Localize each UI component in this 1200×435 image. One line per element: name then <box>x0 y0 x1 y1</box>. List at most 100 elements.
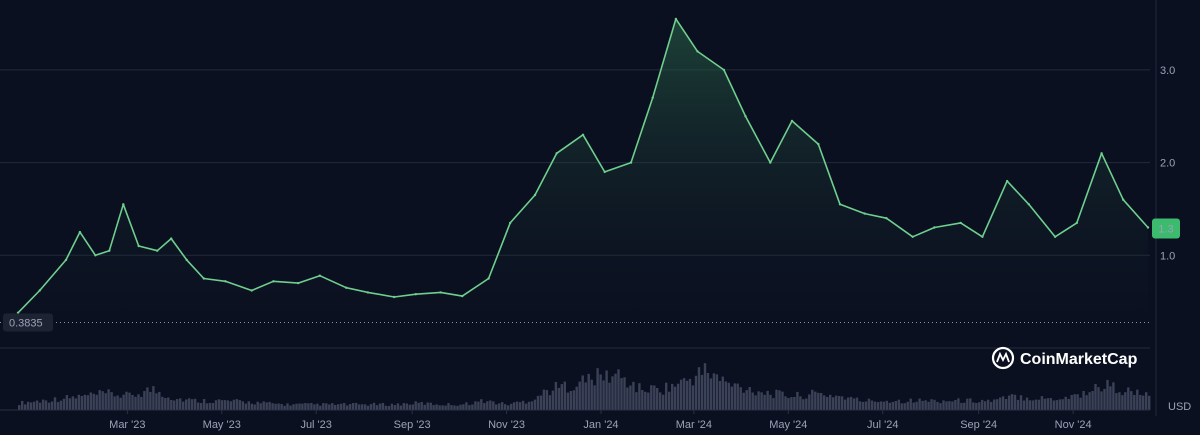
volume-bar <box>1013 394 1017 410</box>
volume-bar <box>659 392 662 410</box>
volume-bar <box>927 401 930 410</box>
volume-bar <box>993 399 996 410</box>
x-tick-label: Jul '23 <box>300 419 331 431</box>
volume-bar <box>623 377 626 410</box>
x-axis: Mar '23 May '23 Jul '23 Sep '23 Nov '23 Jan '… <box>109 410 1092 431</box>
volume-bar <box>521 400 525 410</box>
volume-bar <box>137 394 140 410</box>
x-tick-label: May '24 <box>769 419 807 431</box>
volume-bar <box>1028 400 1032 410</box>
price-line <box>17 18 1149 314</box>
volume-bar <box>709 378 713 410</box>
volume-bar <box>515 401 519 410</box>
volume-bar <box>507 405 510 410</box>
volume-bar <box>897 399 900 410</box>
x-tick-label: Jan '24 <box>583 419 618 431</box>
volume-bar <box>1124 392 1127 410</box>
volume-bar <box>95 394 98 410</box>
volume-bar <box>104 393 107 410</box>
volume-bar <box>948 401 951 410</box>
volume-bar <box>870 400 874 410</box>
volume-bar <box>205 403 209 410</box>
volume-bar <box>545 390 549 410</box>
brand-name: CoinMarketCap <box>1020 351 1138 368</box>
volume-bar <box>843 399 847 410</box>
volume-bar <box>834 395 838 410</box>
volume-bar <box>486 401 489 410</box>
volume-bar <box>1049 398 1052 410</box>
x-tick-label: Sep '23 <box>394 419 431 431</box>
volume-bar <box>817 392 820 410</box>
volume-bar <box>247 401 250 410</box>
volume-bar <box>274 403 277 410</box>
volume-bar <box>211 403 215 410</box>
volume-bar <box>1148 395 1151 410</box>
baseline-layer: 0.3835 <box>0 313 1152 332</box>
volume-bar <box>185 399 188 410</box>
volume-bar <box>990 401 993 410</box>
volume-bar <box>86 395 89 410</box>
volume-bar <box>876 402 880 410</box>
price-point <box>185 258 188 262</box>
volume-bar <box>286 403 289 410</box>
volume-bar <box>888 402 891 410</box>
x-tick-label: Mar '23 <box>109 419 145 431</box>
volume-bar <box>331 403 334 410</box>
volume-bar <box>50 401 54 410</box>
volume-bar <box>942 400 945 410</box>
volume-bar <box>146 387 149 410</box>
volume-bar <box>465 402 468 410</box>
volume-bar <box>65 395 69 410</box>
volume-bar <box>808 394 811 410</box>
coinmarketcap-icon <box>991 346 1015 370</box>
volume-bar <box>721 376 724 410</box>
volume-bar <box>775 389 778 410</box>
volume-bar <box>125 391 128 410</box>
volume-bar <box>751 392 754 410</box>
baseline-label: 0.3835 <box>9 317 43 329</box>
volume-bar <box>38 402 42 410</box>
volume-bar <box>706 373 710 410</box>
volume-bar <box>155 393 158 410</box>
volume-bar <box>629 385 632 410</box>
price-point <box>722 68 726 72</box>
volume-bar <box>289 405 292 410</box>
volume-bar <box>533 399 537 410</box>
volume-bar <box>113 396 116 410</box>
price-point <box>509 221 512 225</box>
volume-bar <box>978 402 981 410</box>
price-point <box>911 235 914 238</box>
price-point <box>224 280 227 283</box>
volume-bar <box>885 400 888 410</box>
price-point <box>790 119 794 123</box>
volume-bar <box>417 402 420 410</box>
volume-bar <box>551 390 555 410</box>
volume-bar <box>1121 395 1124 410</box>
volume-bar <box>936 401 939 410</box>
volume-bar <box>963 402 966 410</box>
price-point <box>439 291 442 294</box>
volume-bar <box>733 383 736 410</box>
volume-bar <box>820 393 823 410</box>
volume-bar <box>220 400 224 410</box>
y-tick-label: 1.0 <box>1160 250 1175 262</box>
volume-bar <box>325 403 328 410</box>
volume-bar <box>688 378 692 410</box>
volume-bar <box>995 399 999 410</box>
volume-bar <box>348 404 352 410</box>
volume-bar <box>915 401 918 410</box>
volume-bar <box>483 403 486 410</box>
volume-bar <box>557 387 561 410</box>
volume-bar <box>984 401 987 410</box>
volume-bar <box>310 403 313 410</box>
volume-bar <box>378 403 382 410</box>
volume-bar <box>119 397 122 410</box>
volume-bar <box>265 402 268 410</box>
volume-bar <box>268 401 271 410</box>
volume-bar <box>730 386 733 410</box>
volume-bar <box>1007 395 1011 410</box>
volume-bar <box>360 404 364 410</box>
volume-bar <box>647 392 650 410</box>
